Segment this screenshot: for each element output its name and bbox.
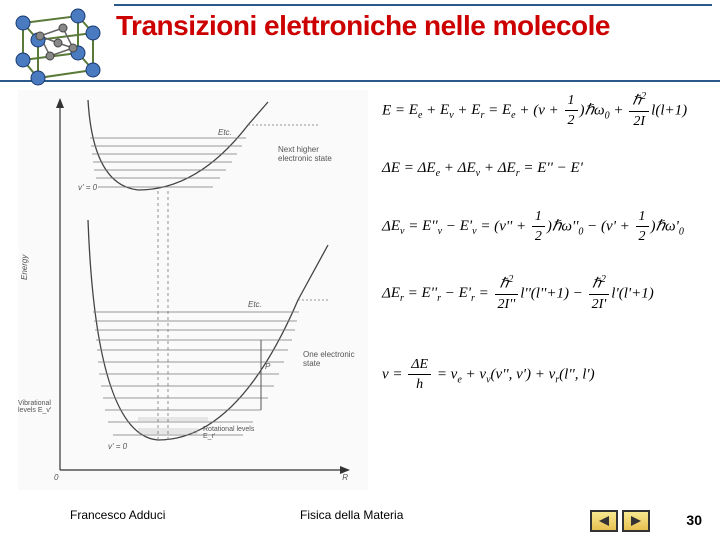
lower-state-label: One electronic state — [303, 350, 363, 368]
slide-header: Transizioni elettroniche nelle molecole — [0, 4, 720, 82]
page-number: 30 — [686, 512, 702, 528]
equation-total-energy: E = Ee + Ev + Er = Ee + (v + 12)ℏω0 + ℏ2… — [382, 90, 712, 132]
next-button[interactable] — [622, 510, 650, 532]
lower-vib-zero: v' = 0 — [108, 442, 127, 451]
header-top-rule — [114, 4, 712, 6]
energy-diagram: Energy 0 R Next higher electronic state … — [18, 90, 368, 490]
next-arrow-icon — [629, 515, 643, 527]
upper-etc-label: Etc. — [218, 128, 232, 137]
prev-button[interactable] — [590, 510, 618, 532]
prev-arrow-icon — [597, 515, 611, 527]
upper-vib-zero: v' = 0 — [78, 183, 97, 192]
upper-state-label: Next higher electronic state — [278, 145, 348, 163]
rot-levels-label: Rotational levels E_r' — [203, 426, 263, 440]
slide-footer: Francesco Adduci Fisica della Materia 30 — [0, 508, 720, 532]
equation-delta-e: ΔE = ΔEe + ΔEv + ΔEr = E'' − E' — [382, 158, 712, 181]
slide-title: Transizioni elettroniche nelle molecole — [116, 10, 610, 42]
p-label: P — [265, 362, 270, 371]
footer-author: Francesco Adduci — [70, 508, 165, 522]
equations-panel: E = Ee + Ev + Er = Ee + (v + 12)ℏω0 + ℏ2… — [382, 90, 712, 490]
equation-delta-ev: ΔEv = E''v − E'v = (v'' + 12)ℏω''0 − (v'… — [382, 207, 712, 247]
footer-subject: Fisica della Materia — [300, 508, 403, 522]
nav-buttons — [590, 510, 650, 532]
equation-frequency: ν = ΔEh = νe + νv(v'', v') + νr(l'', l') — [382, 355, 712, 395]
axis-origin: 0 — [54, 473, 58, 482]
y-axis-label: Energy — [20, 255, 29, 280]
x-axis-label: R — [342, 473, 348, 482]
crystal-lattice-logo — [8, 8, 108, 86]
lower-etc-label: Etc. — [248, 300, 262, 309]
vib-levels-label: Vibrational levels E_v' — [18, 400, 63, 414]
equation-delta-er: ΔEr = E''r − E'r = ℏ22I''l''(l''+1) − ℏ2… — [382, 273, 712, 315]
